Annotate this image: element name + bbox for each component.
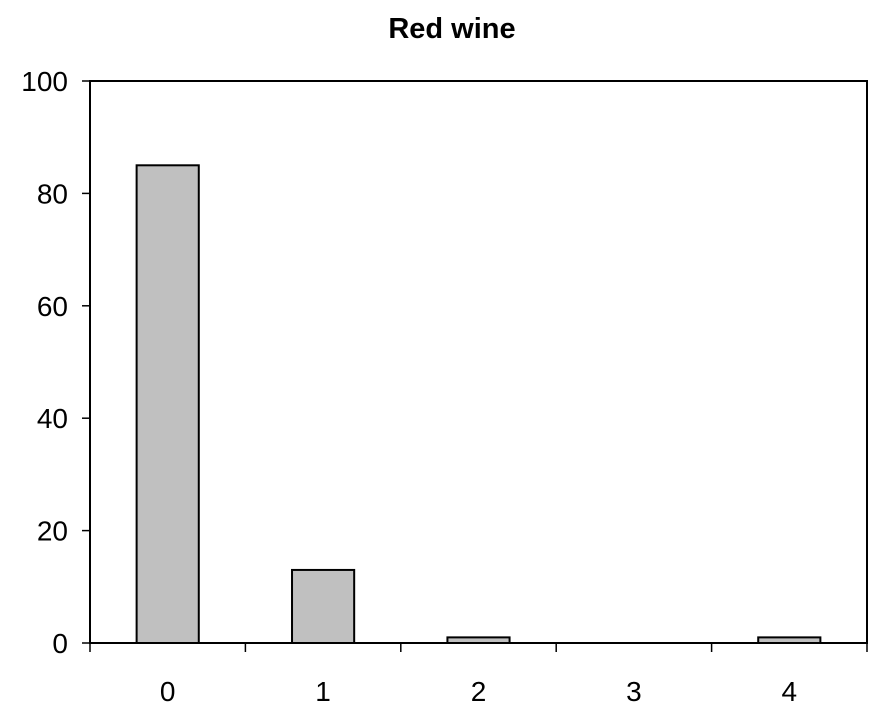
bar-series (135, 164, 822, 645)
bar-0 (135, 164, 200, 645)
y-tick-label: 20 (37, 516, 68, 547)
y-tick-label: 80 (37, 178, 68, 209)
plot-frame (89, 80, 868, 644)
y-axis: 0 20 40 60 80 100 (21, 66, 90, 659)
x-tick-label: 2 (471, 676, 487, 707)
bar-1 (291, 568, 356, 644)
x-tick-label: 3 (626, 676, 642, 707)
y-tick-label: 60 (37, 291, 68, 322)
bar-2 (446, 636, 511, 645)
chart-title: Red wine (388, 13, 515, 45)
y-tick-label: 0 (52, 628, 68, 659)
x-axis: 0 1 2 3 4 (89, 643, 868, 707)
bar-4 (757, 636, 822, 645)
y-tick-label: 40 (37, 403, 68, 434)
y-tick-label: 100 (21, 66, 68, 97)
x-tick-label: 4 (782, 676, 798, 707)
plot-area (89, 80, 868, 644)
x-tick-label: 0 (160, 676, 176, 707)
x-tick-label: 1 (315, 676, 331, 707)
